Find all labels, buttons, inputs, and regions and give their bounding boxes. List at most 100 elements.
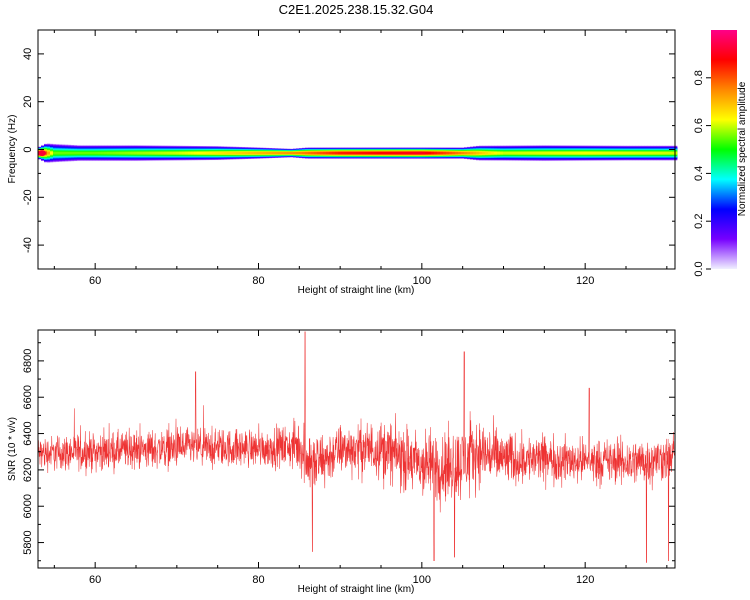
spectrogram-cell xyxy=(539,151,543,155)
spectrogram-cell xyxy=(551,151,555,155)
spectrogram-cell xyxy=(446,151,450,155)
spectrogram-cell xyxy=(443,151,447,155)
spectrogram-cell xyxy=(491,151,495,155)
spectrogram-cell xyxy=(566,151,570,155)
spectrogram-cell xyxy=(536,151,540,155)
spectrogram-cell xyxy=(170,151,174,155)
snr-xtick-label: 100 xyxy=(413,574,431,586)
snr-ylabel: SNR (10 * v/v) xyxy=(7,417,18,481)
spectrogram-cell xyxy=(500,151,504,155)
spectrogram-cell xyxy=(212,151,216,155)
spectrogram-cell xyxy=(188,151,192,155)
spectrogram-ytick-label: -40 xyxy=(22,237,34,253)
spectrogram-band xyxy=(38,142,678,164)
spectrogram-cell xyxy=(137,151,141,155)
snr-ytick-label: 5800 xyxy=(22,530,34,554)
spectrogram-cell xyxy=(221,151,225,155)
spectrogram-cell xyxy=(503,151,507,155)
spectrogram-ylabel: Frequency (Hz) xyxy=(7,115,18,184)
spectrogram-cell xyxy=(323,151,327,155)
snr-xtick-label: 120 xyxy=(576,574,594,586)
spectrogram-cell xyxy=(374,151,378,155)
spectrogram-cell xyxy=(623,151,627,155)
spectrogram-cell xyxy=(245,151,249,155)
spectrogram-cell xyxy=(110,151,114,155)
spectrogram-cell xyxy=(395,151,399,155)
spectrogram-ticks: 60 80 100 120 -40 -20 0 20 40 xyxy=(22,29,675,287)
spectrogram-cell xyxy=(656,151,660,155)
snr-xtick-label: 60 xyxy=(89,574,101,586)
colorbar-tick-label: 0.8 xyxy=(693,70,705,85)
spectrogram-cell xyxy=(89,151,93,155)
spectrogram-cell xyxy=(134,151,138,155)
figure-title: C2E1.2025.238.15.32.G04 xyxy=(279,2,434,17)
spectrogram-cell xyxy=(152,151,156,155)
spectrogram-cell xyxy=(662,151,666,155)
spectrogram-cell xyxy=(383,151,387,155)
colorbar-tick-label: 0.4 xyxy=(693,166,705,181)
spectrogram-cell xyxy=(104,151,108,155)
spectrogram-cell xyxy=(419,151,423,155)
spectrogram-cell xyxy=(485,151,489,155)
spectrogram-cell xyxy=(569,151,573,155)
spectrogram-cell xyxy=(314,151,318,155)
spectrogram-cell xyxy=(575,151,579,155)
spectrogram-cell xyxy=(590,151,594,155)
spectrogram-cell xyxy=(227,151,231,155)
spectrogram-cell xyxy=(653,151,657,155)
spectrogram-cell xyxy=(59,151,63,155)
snr-ytick-label: 6000 xyxy=(22,494,34,518)
spectrogram-cell xyxy=(593,151,597,155)
spectrogram-cell xyxy=(305,151,309,155)
spectrogram-cell xyxy=(455,151,459,155)
spectrogram-cell xyxy=(347,151,351,155)
spectrogram-cell xyxy=(506,151,510,155)
spectrogram-cell xyxy=(272,151,276,155)
spectrogram-cell xyxy=(236,151,240,155)
spectrogram-cell xyxy=(659,151,663,155)
spectrogram-cell xyxy=(263,151,267,155)
spectrogram-cell xyxy=(461,151,465,155)
spectrogram-cell xyxy=(488,151,492,155)
spectrogram-cell xyxy=(179,151,183,155)
spectrogram-cell xyxy=(563,151,567,155)
spectrogram-cell xyxy=(578,151,582,155)
spectrogram-cell xyxy=(281,152,285,155)
spectrogram-cell xyxy=(209,151,213,155)
spectrogram-cell xyxy=(626,151,630,155)
spectrogram-cell xyxy=(359,151,363,155)
spectrogram-cell xyxy=(320,151,324,155)
spectrogram-cell xyxy=(371,151,375,155)
spectrogram-cell xyxy=(131,151,135,155)
spectrogram-xlabel: Height of straight line (km) xyxy=(298,285,415,296)
spectrogram-xtick-label: 60 xyxy=(89,275,101,287)
spectrogram-cell xyxy=(176,151,180,155)
spectrogram-cell xyxy=(344,151,348,155)
spectrogram-cell xyxy=(296,152,300,155)
spectrogram-cell xyxy=(56,151,60,155)
spectrogram-cell xyxy=(203,151,207,155)
spectrogram-cell xyxy=(287,152,291,155)
spectrogram-cell xyxy=(326,151,330,155)
spectrogram-cell xyxy=(365,151,369,155)
spectrogram-cell xyxy=(191,151,195,155)
spectrogram-cell xyxy=(275,151,279,155)
spectrogram-xtick-label: 120 xyxy=(576,275,594,287)
spectrogram-cell xyxy=(335,151,339,155)
spectrogram-cell xyxy=(317,151,321,155)
spectrogram-cell xyxy=(146,151,150,155)
spectrogram-cell xyxy=(149,151,153,155)
spectrogram-cell xyxy=(239,151,243,155)
spectrogram-cell xyxy=(182,151,186,155)
snr-ticks: 60 80 100 120 5800 6000 6200 6400 6600 6800 xyxy=(22,330,675,586)
spectrogram-cell xyxy=(644,151,648,155)
spectrogram-cell xyxy=(278,152,282,155)
spectrogram-cell xyxy=(509,151,513,155)
spectrogram-cell xyxy=(428,151,432,155)
spectrogram-frame xyxy=(37,29,676,270)
spectrogram-cell xyxy=(533,151,537,155)
spectrogram-cell xyxy=(71,151,75,155)
spectrogram-cell xyxy=(284,152,288,155)
spectrogram-cell xyxy=(560,151,564,155)
spectrogram-cell xyxy=(80,151,84,155)
